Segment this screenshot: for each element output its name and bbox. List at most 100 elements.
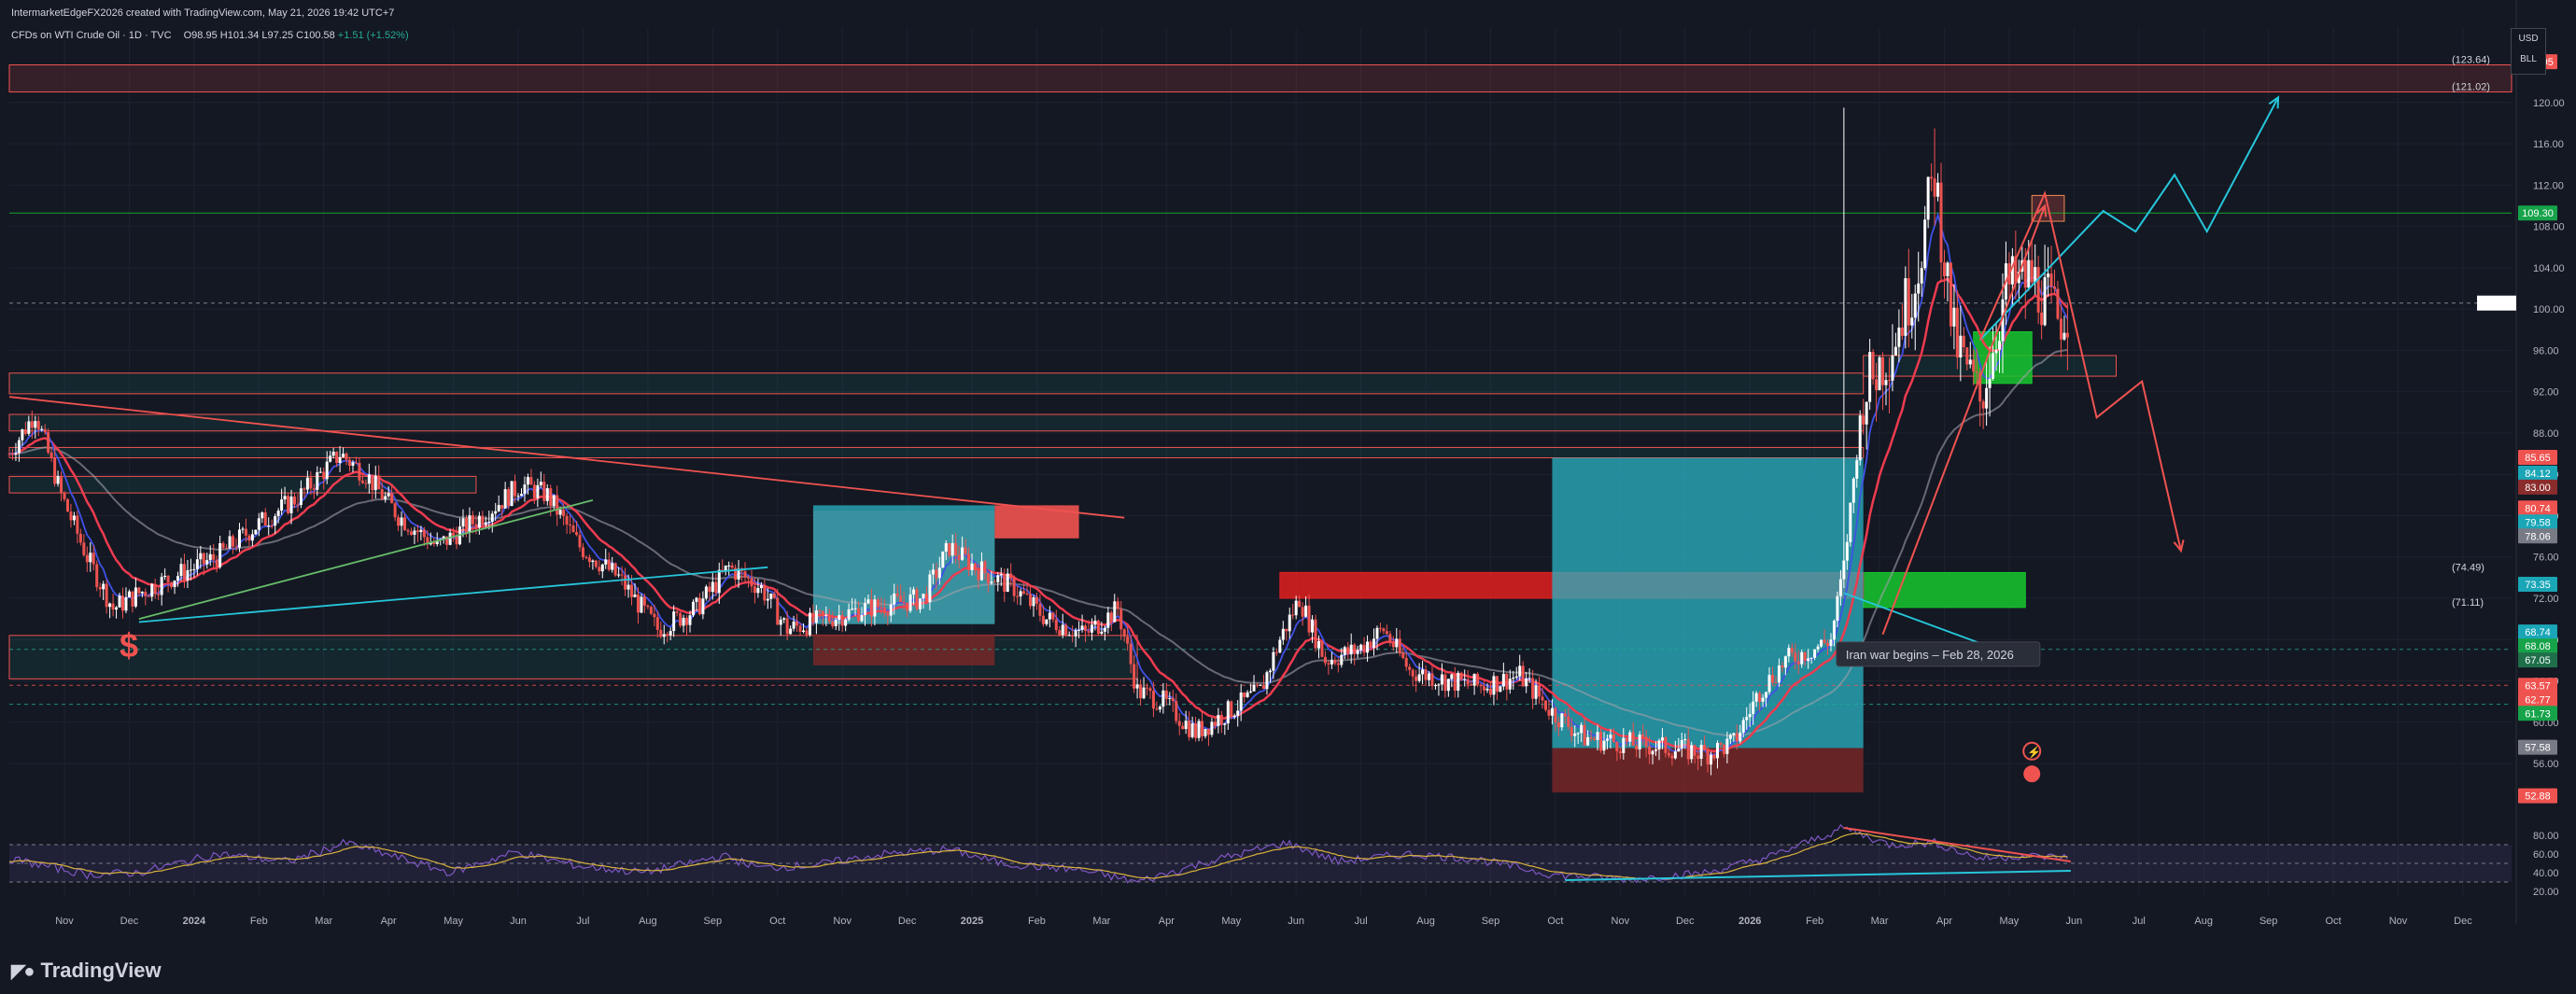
- candle-body: [1071, 635, 1075, 637]
- candle-body: [653, 613, 656, 618]
- candle-body: [153, 583, 157, 595]
- candle-body: [1596, 732, 1599, 740]
- tradingview-logo[interactable]: ◤● TradingView: [11, 959, 162, 983]
- candle-body: [1029, 594, 1033, 607]
- candle-body: [1754, 693, 1758, 702]
- candle-body: [218, 543, 222, 567]
- candle-body: [1939, 182, 1943, 263]
- candle-body: [523, 484, 527, 495]
- candle-body: [1323, 656, 1327, 664]
- zone-demand: [1863, 571, 2026, 609]
- candle-body: [1194, 723, 1198, 738]
- candle-body: [387, 493, 390, 497]
- candle-body: [140, 592, 144, 594]
- x-tick-label: Feb: [1806, 916, 1823, 927]
- candle-body: [1415, 676, 1418, 681]
- candle-body: [318, 471, 322, 473]
- candle-body: [1686, 738, 1690, 760]
- price-label-badge: [2518, 514, 2557, 530]
- candle-body: [1369, 641, 1372, 649]
- candle-body: [118, 595, 121, 608]
- candle-body: [542, 482, 546, 501]
- candle-body: [759, 584, 763, 589]
- candle-body: [484, 522, 487, 525]
- candle-body: [772, 594, 776, 598]
- rsi-line: [8, 823, 2068, 884]
- candle-body: [1288, 614, 1291, 632]
- x-tick-label: Jun: [2065, 916, 2082, 927]
- candle-body: [1252, 684, 1256, 692]
- candle-body: [237, 529, 241, 548]
- candle-body: [1580, 724, 1584, 734]
- candle-body: [1699, 745, 1703, 759]
- candle-body: [1794, 652, 1797, 662]
- price-label-text: 83.00: [2525, 483, 2551, 494]
- currency-unit-button[interactable]: USD BLL: [2511, 28, 2546, 75]
- candle-body: [730, 565, 734, 568]
- symbol-title[interactable]: CFDs on WTI Crude Oil · 1D · TVC: [11, 30, 172, 41]
- candle-body: [1223, 723, 1227, 725]
- price-label-badge: [2518, 638, 2557, 654]
- candle-body: [189, 569, 192, 571]
- currency-label: USD: [2518, 34, 2539, 44]
- candle-body: [1690, 745, 1694, 760]
- y-tick-label: 100.00: [2533, 304, 2565, 315]
- candle-body: [1933, 178, 1936, 197]
- candle-body: [1965, 347, 1969, 365]
- candle-body: [1311, 619, 1315, 633]
- candle-body: [195, 559, 199, 569]
- candle-body: [1188, 721, 1191, 737]
- candle-body: [1648, 746, 1652, 755]
- candle-body: [1556, 722, 1560, 728]
- price-label-text: 78.06: [2525, 531, 2551, 542]
- candle-body: [679, 612, 683, 626]
- candle-body: [1644, 736, 1648, 747]
- candle-body: [1330, 660, 1333, 665]
- candle-body: [1122, 629, 1126, 637]
- rsi-divergence-line: [1565, 870, 2071, 881]
- candle-body: [1268, 670, 1272, 673]
- candle-body: [636, 594, 640, 613]
- candle-body: [886, 613, 890, 616]
- candle-body: [260, 512, 264, 519]
- candle-body: [1476, 673, 1480, 685]
- zone-position: [1552, 457, 1864, 749]
- candle-body: [562, 510, 566, 517]
- candle-body: [873, 599, 877, 617]
- chart-header: IntermarketEdgeFX2026 created with Tradi…: [11, 7, 418, 41]
- candle-body: [659, 629, 663, 637]
- candle-body: [397, 517, 401, 526]
- annotation-box: [1836, 641, 2041, 667]
- candle-body: [924, 594, 928, 603]
- candle-body: [545, 488, 549, 501]
- candle-body: [1265, 672, 1269, 690]
- candle-body: [1820, 639, 1823, 647]
- candle-body: [1816, 646, 1820, 650]
- candle-body: [1378, 627, 1382, 629]
- y-tick-label: 112.00: [2533, 180, 2564, 191]
- candle-body: [1586, 736, 1590, 746]
- candle-body: [1343, 647, 1346, 655]
- candle-body: [895, 593, 899, 596]
- candle-body: [516, 496, 520, 497]
- candle-body: [331, 451, 335, 456]
- candle-body: [620, 574, 624, 576]
- candle-body: [529, 477, 533, 485]
- x-tick-label: Nov: [2389, 916, 2408, 927]
- candle-body: [1809, 657, 1813, 659]
- candle-body: [1239, 693, 1243, 711]
- candle-body: [1602, 740, 1606, 751]
- candle-body: [575, 532, 579, 536]
- candle-body: [1362, 644, 1366, 653]
- candle-body: [10, 454, 14, 455]
- candle-body: [979, 561, 983, 581]
- candle-body: [1116, 601, 1119, 609]
- candle-body: [182, 564, 186, 581]
- candle-body: [1463, 679, 1467, 680]
- candle-body: [1554, 707, 1557, 723]
- candle-body: [364, 483, 368, 484]
- candle-body: [280, 499, 284, 511]
- candle-body: [1045, 619, 1049, 624]
- candle-body: [1638, 735, 1641, 750]
